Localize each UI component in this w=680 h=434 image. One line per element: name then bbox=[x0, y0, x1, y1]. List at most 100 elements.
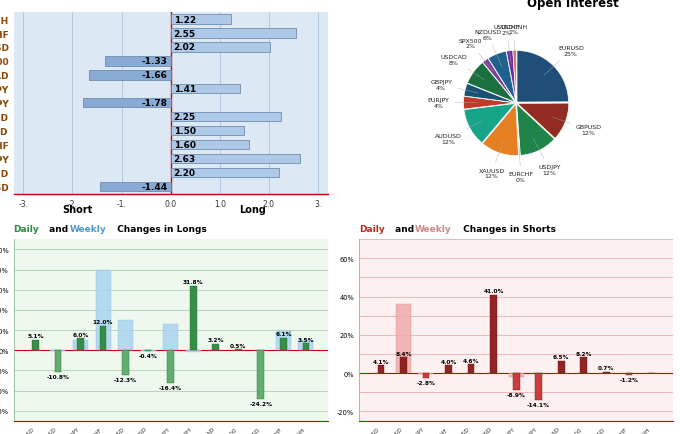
Text: Daily: Daily bbox=[14, 224, 39, 233]
Bar bbox=[171, 169, 279, 178]
Bar bbox=[163, 324, 178, 351]
Text: 1.60: 1.60 bbox=[173, 141, 196, 150]
Bar bbox=[280, 338, 287, 351]
Wedge shape bbox=[517, 105, 554, 156]
Wedge shape bbox=[483, 105, 519, 156]
Bar bbox=[167, 351, 174, 384]
Wedge shape bbox=[513, 51, 516, 102]
Text: Weekly: Weekly bbox=[415, 224, 452, 233]
Bar bbox=[513, 373, 520, 390]
Text: USDCNH
1%: USDCNH 1% bbox=[500, 25, 527, 65]
Bar bbox=[171, 16, 231, 25]
Bar bbox=[445, 365, 452, 373]
Text: GBPJPY
4%: GBPJPY 4% bbox=[430, 80, 478, 94]
Bar bbox=[95, 270, 111, 351]
Text: -1.2%: -1.2% bbox=[619, 378, 639, 382]
Bar bbox=[490, 295, 497, 373]
Wedge shape bbox=[464, 84, 515, 103]
Text: USDCHF
2%: USDCHF 2% bbox=[494, 25, 520, 65]
Wedge shape bbox=[507, 51, 516, 102]
Bar bbox=[509, 373, 524, 377]
Wedge shape bbox=[516, 105, 520, 156]
Bar bbox=[303, 343, 309, 351]
Bar bbox=[171, 43, 270, 53]
Bar bbox=[468, 365, 475, 373]
Bar bbox=[171, 113, 281, 122]
Wedge shape bbox=[464, 97, 515, 110]
Text: and: and bbox=[46, 224, 71, 233]
Text: -10.8%: -10.8% bbox=[46, 374, 69, 379]
Bar bbox=[190, 286, 197, 351]
Bar bbox=[171, 85, 240, 94]
Text: 4.1%: 4.1% bbox=[373, 359, 389, 364]
Text: 8.2%: 8.2% bbox=[575, 351, 592, 356]
Text: XAUUSD
12%: XAUUSD 12% bbox=[479, 141, 505, 179]
Bar bbox=[171, 127, 244, 136]
Text: -12.3%: -12.3% bbox=[114, 377, 137, 382]
Text: -1.33: -1.33 bbox=[142, 57, 168, 66]
Text: Changes in Longs: Changes in Longs bbox=[114, 224, 207, 233]
Text: Weekly: Weekly bbox=[69, 224, 106, 233]
Bar bbox=[258, 351, 265, 399]
Bar bbox=[186, 351, 201, 352]
Bar bbox=[100, 326, 106, 351]
Text: 2.55: 2.55 bbox=[173, 30, 196, 39]
Text: 1.50: 1.50 bbox=[173, 127, 196, 136]
Text: and: and bbox=[392, 224, 417, 233]
Bar bbox=[141, 351, 156, 352]
Bar bbox=[171, 155, 300, 164]
Text: 2.02: 2.02 bbox=[173, 43, 196, 53]
Bar bbox=[603, 372, 610, 373]
Bar bbox=[276, 331, 291, 351]
Text: 4.6%: 4.6% bbox=[463, 358, 479, 363]
Text: 2.25: 2.25 bbox=[173, 113, 196, 122]
Bar bbox=[32, 340, 39, 351]
Bar bbox=[171, 30, 296, 39]
Text: 6.0%: 6.0% bbox=[72, 332, 88, 337]
Text: Short: Short bbox=[63, 204, 93, 214]
Bar bbox=[54, 351, 61, 372]
Text: Daily: Daily bbox=[359, 224, 385, 233]
Text: Long: Long bbox=[239, 204, 267, 214]
Text: 31.8%: 31.8% bbox=[183, 280, 203, 285]
Text: 3.5%: 3.5% bbox=[298, 337, 314, 342]
Bar bbox=[235, 349, 241, 351]
Text: -0.4%: -0.4% bbox=[139, 353, 158, 358]
Bar bbox=[83, 99, 171, 108]
Text: -1.66: -1.66 bbox=[142, 71, 168, 80]
Bar bbox=[400, 357, 407, 373]
Text: 0.5%: 0.5% bbox=[230, 343, 246, 348]
Wedge shape bbox=[483, 59, 515, 103]
Text: 4.0%: 4.0% bbox=[441, 359, 457, 364]
Text: 3.2%: 3.2% bbox=[207, 337, 224, 342]
Text: GBPUSD
12%: GBPUSD 12% bbox=[553, 118, 601, 136]
Text: AUDUSD
12%: AUDUSD 12% bbox=[435, 122, 481, 144]
Wedge shape bbox=[517, 104, 568, 139]
Text: -24.2%: -24.2% bbox=[250, 401, 273, 406]
Bar bbox=[535, 373, 542, 400]
Text: 1.22: 1.22 bbox=[173, 16, 196, 24]
Text: EURUSD
25%: EURUSD 25% bbox=[544, 46, 584, 76]
Text: EURCHF
0%: EURCHF 0% bbox=[509, 143, 534, 183]
Text: EURJPY
4%: EURJPY 4% bbox=[428, 98, 477, 109]
Wedge shape bbox=[488, 52, 515, 102]
Bar bbox=[581, 358, 587, 373]
Text: 6.1%: 6.1% bbox=[275, 332, 292, 337]
Text: NZDUSD
6%: NZDUSD 6% bbox=[474, 30, 502, 67]
Bar bbox=[299, 340, 313, 351]
Text: 2.63: 2.63 bbox=[173, 155, 196, 164]
Text: SPX500
2%: SPX500 2% bbox=[459, 39, 493, 72]
Bar bbox=[558, 361, 564, 373]
Text: USDCAD
8%: USDCAD 8% bbox=[440, 55, 484, 81]
Text: -16.4%: -16.4% bbox=[159, 385, 182, 391]
Text: USDJPY
12%: USDJPY 12% bbox=[533, 139, 561, 175]
Text: -1.78: -1.78 bbox=[141, 99, 168, 108]
Text: 12.0%: 12.0% bbox=[92, 320, 114, 325]
Text: 8.4%: 8.4% bbox=[395, 351, 411, 356]
Bar bbox=[89, 71, 171, 80]
Text: -14.1%: -14.1% bbox=[527, 402, 550, 407]
Text: Changes in Shorts: Changes in Shorts bbox=[460, 224, 556, 233]
Bar bbox=[73, 340, 88, 351]
Bar bbox=[105, 57, 171, 66]
Bar bbox=[422, 373, 429, 378]
